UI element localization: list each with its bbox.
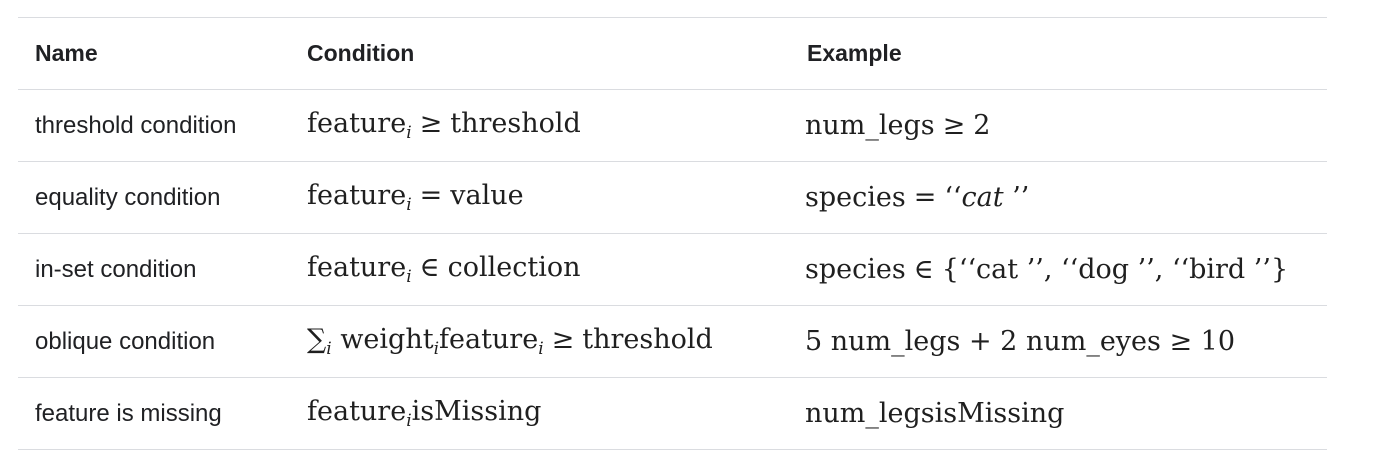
table-row: oblique condition ∑i weightifeaturei ≥ thr… [18,306,1327,378]
condition-feature: feature [307,396,407,427]
row-condition: featurei ∈ collection [290,234,790,306]
conditions-table: Name Condition Example threshold conditi… [18,17,1327,450]
row-example: 5 num_legs + 2 num_eyes ≥ 10 [790,306,1327,378]
condition-feature: feature [439,324,539,355]
table-header-row: Name Condition Example [18,17,1327,90]
condition-operator: ∈ [419,252,440,283]
example-expression: 5 num_legs + 2 num_eyes ≥ 10 [805,326,1236,357]
row-name: threshold condition [35,111,237,139]
sum-symbol: ∑ [307,324,327,355]
table-row: equality condition featurei = value specie… [18,162,1327,234]
condition-feature: feature [307,252,407,283]
condition-operator: ≥ [551,324,575,355]
table-row: in-set condition featurei ∈ collection spe… [18,234,1327,306]
row-condition: ∑i weightifeaturei ≥ threshold [290,306,790,378]
condition-rhs: threshold [582,324,713,355]
condition-feature-subscript: i [406,123,412,143]
condition-feature: feature [307,108,407,139]
example-rhs-close-quote: ’’ [1012,182,1030,213]
example-rhs-open-quote: ‘‘ [944,182,962,213]
condition-feature-subscript: i [406,411,412,431]
example-rhs-set: {‘‘cat ’’, ‘‘dog ’’, ‘‘bird ’’} [941,254,1289,285]
sum-subscript: i [326,339,332,359]
condition-rhs: isMissing [411,396,542,427]
condition-weight-subscript: i [433,339,439,359]
row-name: oblique condition [35,327,216,355]
row-condition: featureiisMissing [290,378,790,450]
condition-rhs: threshold [450,108,581,139]
row-example: species = ‘‘cat ’’ [790,162,1327,234]
example-lhs: num_legs [805,398,935,429]
condition-feature-subscript: i [538,339,544,359]
example-operator: ∈ [913,254,934,285]
condition-rhs: value [450,180,524,211]
condition-feature: feature [307,180,407,211]
row-condition: featurei ≥ threshold [290,90,790,162]
header-condition: Condition [307,40,415,66]
table-row: feature is missing featureiisMissing num… [18,378,1327,450]
example-rhs: isMissing [934,398,1065,429]
header-name: Name [35,40,98,66]
example-rhs-value: cat [961,182,1004,213]
row-condition: featurei = value [290,162,790,234]
row-name: in-set condition [35,255,197,283]
condition-operator: ≥ [419,108,443,139]
row-name: equality condition [35,183,221,211]
example-operator: = [913,182,937,213]
condition-feature-subscript: i [406,195,412,215]
table-row: threshold condition featurei ≥ threshold n… [18,90,1327,162]
example-lhs: num_legs [805,110,935,141]
row-example: num_legsisMissing [790,378,1327,450]
header-example: Example [807,40,902,66]
row-example: num_legs ≥2 [790,90,1327,162]
row-example: species ∈ {‘‘cat ’’, ‘‘dog ’’, ‘‘bird ’’} [790,234,1327,306]
example-lhs: species [805,182,906,213]
condition-operator: = [419,180,443,211]
conditions-table-container: Name Condition Example threshold conditi… [18,17,1327,450]
condition-rhs: collection [447,252,581,283]
condition-weight: weight [340,324,434,355]
condition-feature-subscript: i [406,267,412,287]
example-operator: ≥ [942,110,966,141]
example-lhs: species [805,254,906,285]
row-name: feature is missing [35,399,222,427]
example-rhs: 2 [973,110,991,141]
